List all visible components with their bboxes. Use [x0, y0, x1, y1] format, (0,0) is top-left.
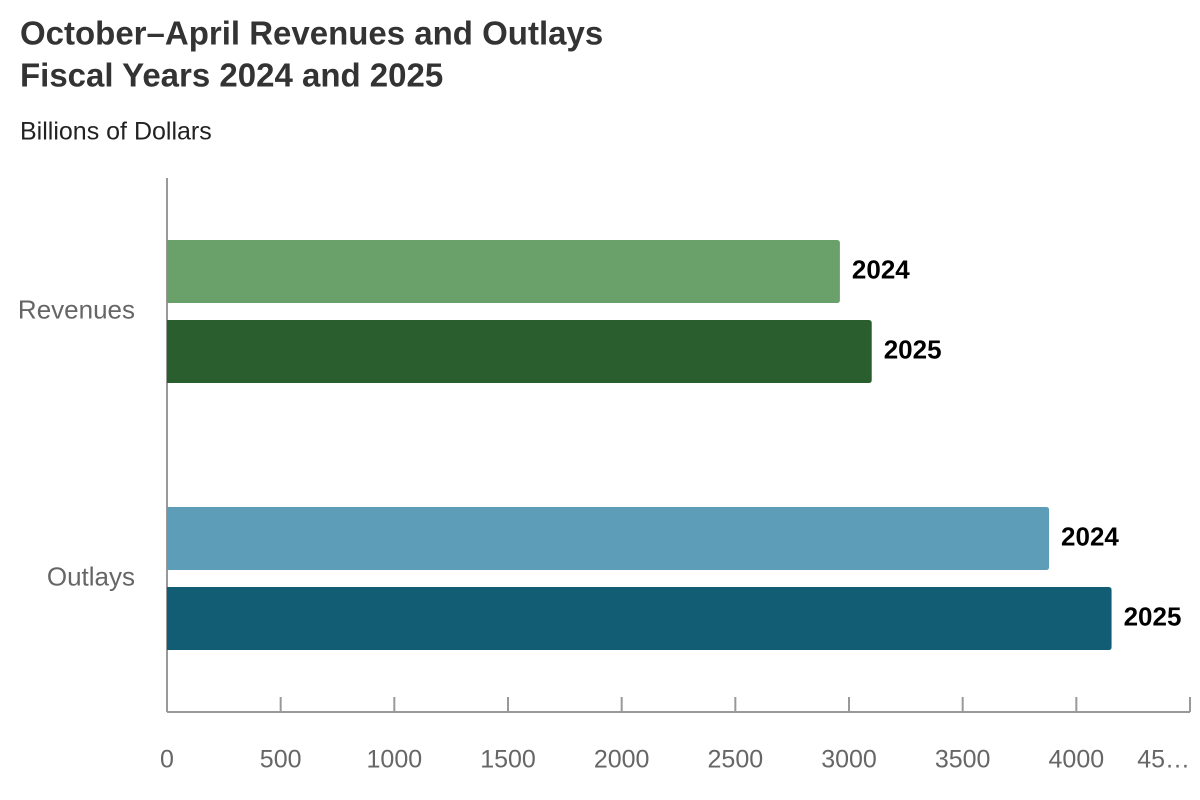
y-tick-label: Revenues [18, 294, 135, 324]
data-label: 2025 [1124, 601, 1182, 631]
chart-title: October–April Revenues and Outlays [20, 15, 603, 52]
data-label: 2024 [1061, 521, 1119, 551]
bar [167, 507, 1050, 570]
x-tick-label: 1000 [367, 746, 423, 774]
x-tick-label: 1500 [480, 746, 536, 774]
data-label: 2024 [852, 254, 910, 284]
y-tick-label: Outlays [47, 561, 135, 591]
chart-subtitle: Billions of Dollars [20, 118, 212, 146]
bar [167, 320, 872, 383]
bar [167, 587, 1112, 650]
x-tick-label: 3000 [821, 746, 877, 774]
x-tick-label: 2000 [594, 746, 650, 774]
data-label: 2025 [884, 334, 942, 364]
x-tick-label: 500 [260, 746, 302, 774]
x-tick-label: 4000 [1049, 746, 1105, 774]
x-tick-label: 45… [1137, 746, 1190, 774]
x-tick-label: 0 [160, 746, 174, 774]
x-tick-label: 2500 [708, 746, 764, 774]
bar [167, 240, 840, 303]
x-tick-label: 3500 [935, 746, 991, 774]
chart-title: Fiscal Years 2024 and 2025 [20, 57, 443, 94]
